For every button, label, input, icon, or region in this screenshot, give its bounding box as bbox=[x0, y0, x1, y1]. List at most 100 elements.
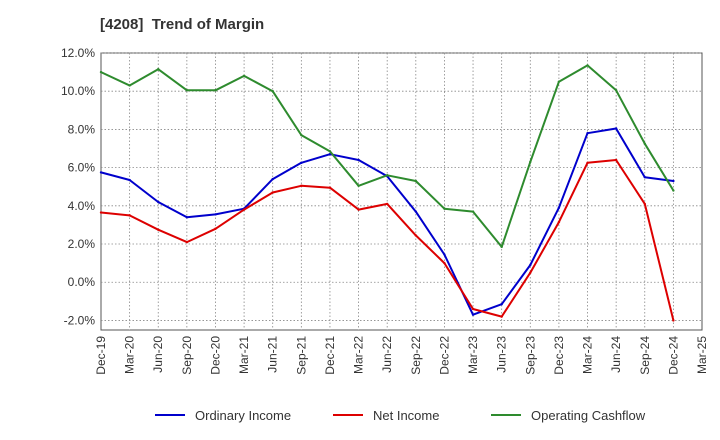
x-tick-label: Sep-20 bbox=[180, 336, 194, 375]
data-point bbox=[300, 184, 303, 187]
x-tick-label: Mar-20 bbox=[123, 336, 137, 374]
x-tick-label: Sep-24 bbox=[638, 336, 652, 375]
y-tick-label: 4.0% bbox=[68, 199, 96, 213]
x-tick-label: Mar-23 bbox=[466, 336, 480, 374]
x-tick-label: Jun-21 bbox=[266, 336, 280, 373]
data-point bbox=[385, 202, 389, 206]
chart-title: [4208] Trend of Margin bbox=[100, 16, 265, 33]
data-point bbox=[99, 171, 103, 174]
legend-label: Operating Cashflow bbox=[531, 408, 646, 423]
data-point bbox=[414, 210, 418, 213]
x-tick-label: Dec-24 bbox=[666, 336, 680, 375]
data-point bbox=[471, 307, 475, 311]
data-point bbox=[157, 200, 160, 204]
x-tick-label: Dec-21 bbox=[323, 336, 337, 375]
data-point bbox=[300, 161, 303, 165]
x-axis-tick-labels: Dec-19 Mar-20 Jun-20 Sep-20 Dec-20 Mar-21 Jun-… bbox=[94, 336, 709, 375]
y-axis-tick-labels: 12.0% 10.0% 8.0% 6.0% 4.0% 2.0% 0.0% -2.0% bbox=[61, 46, 95, 327]
data-point bbox=[443, 261, 446, 265]
data-point bbox=[214, 213, 217, 216]
y-tick-label: 8.0% bbox=[68, 122, 96, 136]
data-point bbox=[328, 150, 332, 153]
x-tick-label: Sep-23 bbox=[523, 336, 537, 375]
data-point bbox=[614, 127, 618, 130]
data-point bbox=[157, 68, 160, 71]
plot-area bbox=[100, 52, 703, 331]
data-point bbox=[471, 313, 475, 316]
x-tick-label: Jun-20 bbox=[151, 336, 165, 373]
data-point bbox=[157, 228, 160, 231]
data-point bbox=[557, 206, 561, 209]
data-point bbox=[128, 214, 131, 217]
data-point bbox=[128, 84, 131, 87]
y-tick-label: 0.0% bbox=[68, 275, 96, 289]
series-lines bbox=[99, 64, 675, 322]
x-tick-label: Mar-25 bbox=[695, 336, 709, 374]
data-point bbox=[214, 227, 217, 230]
data-point bbox=[672, 179, 675, 183]
data-point bbox=[414, 179, 418, 183]
data-point bbox=[242, 74, 246, 78]
x-tick-label: Jun-24 bbox=[609, 336, 623, 373]
data-point bbox=[614, 89, 618, 92]
data-point bbox=[99, 211, 103, 214]
data-point bbox=[214, 89, 217, 92]
data-point bbox=[500, 245, 503, 249]
data-point bbox=[529, 160, 532, 164]
x-tick-label: Mar-22 bbox=[352, 336, 366, 374]
data-point bbox=[529, 271, 532, 274]
x-tick-label: Dec-19 bbox=[94, 336, 108, 375]
data-point bbox=[672, 189, 675, 192]
data-point bbox=[586, 132, 589, 135]
legend: Ordinary Income Net Income Operating Cashf… bbox=[155, 408, 646, 423]
x-tick-label: Sep-22 bbox=[409, 336, 423, 375]
data-point bbox=[185, 216, 189, 219]
data-point bbox=[357, 208, 360, 211]
data-point bbox=[242, 208, 246, 211]
data-point bbox=[357, 158, 360, 162]
data-point bbox=[185, 89, 189, 92]
x-tick-label: Dec-22 bbox=[437, 336, 451, 375]
data-point bbox=[271, 90, 274, 93]
data-point bbox=[557, 80, 561, 83]
data-point bbox=[643, 142, 646, 145]
x-tick-label: Jun-23 bbox=[495, 336, 509, 373]
y-tick-label: 10.0% bbox=[61, 84, 95, 98]
data-point bbox=[414, 234, 418, 237]
data-point bbox=[443, 253, 446, 256]
data-point bbox=[328, 186, 332, 189]
data-point bbox=[185, 240, 189, 244]
data-point bbox=[500, 315, 503, 318]
x-tick-label: Dec-20 bbox=[208, 336, 222, 375]
data-point bbox=[271, 191, 274, 194]
data-point bbox=[586, 161, 589, 165]
data-point bbox=[128, 178, 131, 182]
x-tick-label: Mar-24 bbox=[581, 336, 595, 374]
y-tick-label: 12.0% bbox=[61, 46, 95, 60]
data-point bbox=[328, 153, 332, 156]
data-point bbox=[529, 263, 532, 267]
data-point bbox=[271, 177, 274, 181]
data-point bbox=[300, 133, 303, 137]
y-tick-label: 6.0% bbox=[68, 161, 96, 175]
data-point bbox=[557, 220, 561, 224]
data-point bbox=[471, 210, 475, 213]
data-point bbox=[357, 184, 360, 187]
data-point bbox=[672, 319, 675, 322]
data-point bbox=[614, 158, 618, 162]
x-tick-label: Jun-22 bbox=[380, 336, 394, 373]
x-tick-label: Mar-21 bbox=[237, 336, 251, 374]
data-point bbox=[443, 207, 446, 210]
x-tick-label: Dec-23 bbox=[552, 336, 566, 375]
data-point bbox=[643, 175, 646, 179]
y-tick-label: 2.0% bbox=[68, 237, 96, 251]
grid-lines bbox=[101, 52, 702, 330]
y-tick-label: -2.0% bbox=[64, 313, 96, 327]
data-point bbox=[99, 70, 103, 74]
data-point bbox=[385, 174, 389, 177]
legend-label: Net Income bbox=[373, 408, 439, 423]
data-point bbox=[500, 303, 503, 306]
x-tick-label: Sep-21 bbox=[294, 336, 308, 375]
legend-label: Ordinary Income bbox=[195, 408, 291, 423]
